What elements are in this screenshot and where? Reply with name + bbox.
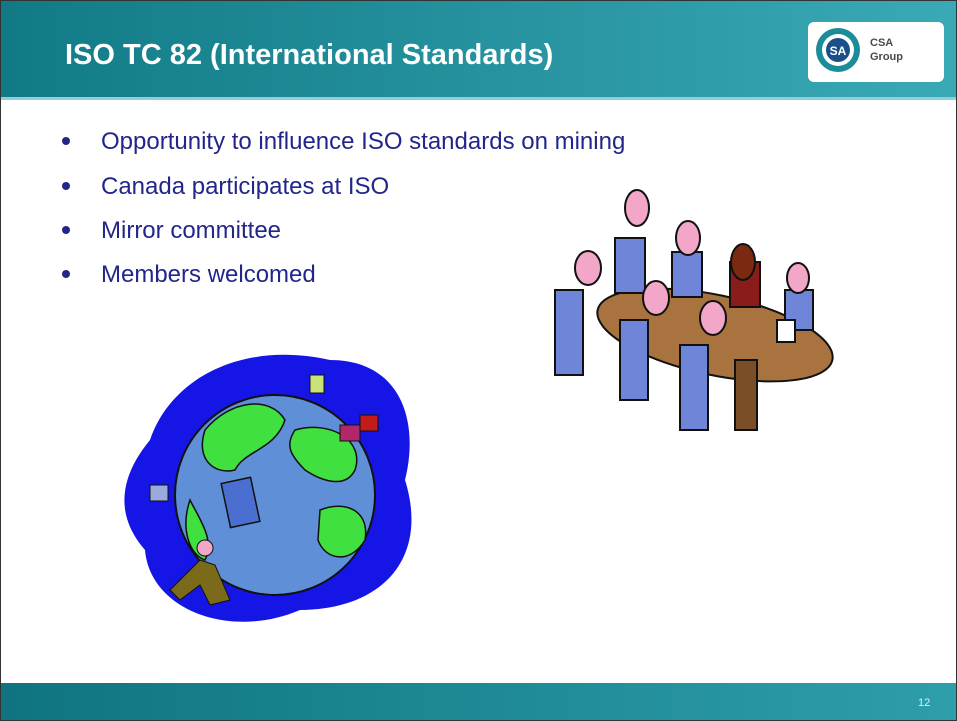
bullet-text: Mirror committee [101,217,281,244]
footer-bar [1,683,956,720]
bullet-text: Opportunity to influence ISO standards o… [101,128,625,155]
header-rule [1,97,956,100]
slide-title: ISO TC 82 (International Standards) [65,39,553,71]
bullet-text: Members welcomed [101,261,316,288]
bullet-text: Canada participates at ISO [101,173,389,200]
slide: ISO TC 82 (International Standards) SA C… [0,0,957,721]
csa-logo: SA CSA Group [808,22,944,82]
page-number: 12 [918,697,930,709]
svg-text:SA: SA [830,44,847,58]
logo-text: CSA [870,37,893,49]
logo-text: Group [870,51,903,63]
